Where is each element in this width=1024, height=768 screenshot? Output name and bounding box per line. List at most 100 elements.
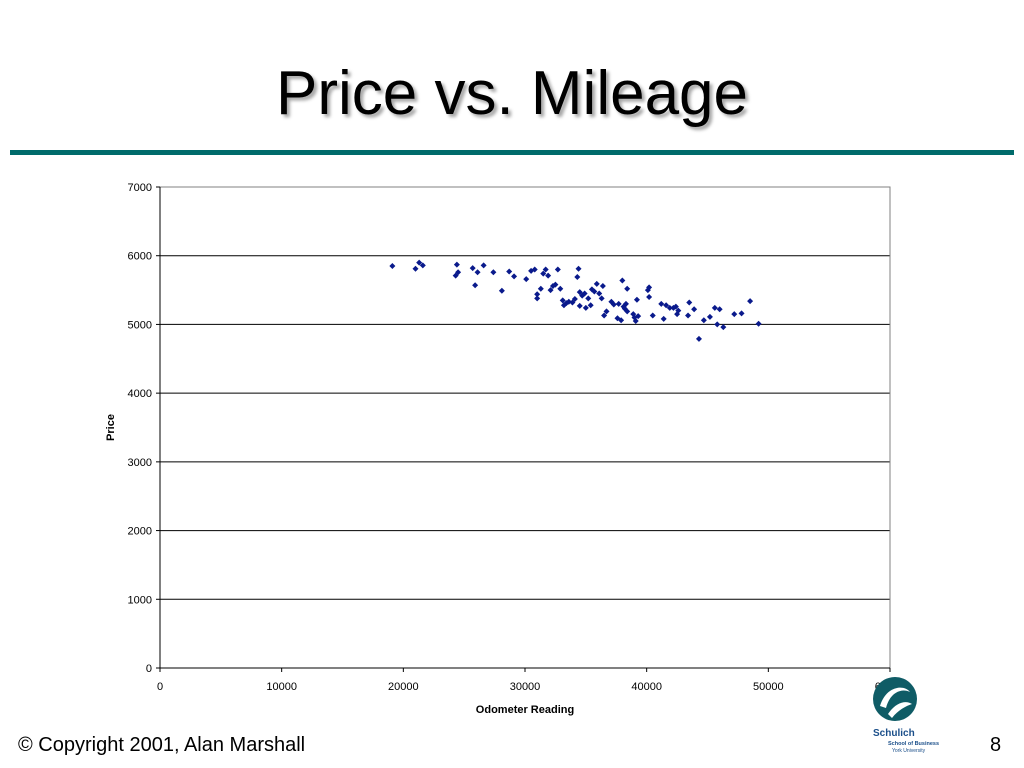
data-point <box>571 296 578 303</box>
title-divider <box>10 150 1014 155</box>
data-point <box>498 287 505 294</box>
data-point <box>416 259 423 266</box>
data-point <box>581 290 588 297</box>
data-point <box>559 297 566 304</box>
data-point <box>706 313 713 320</box>
data-point <box>576 302 583 309</box>
schulich-emblem-icon <box>873 677 917 721</box>
data-point <box>738 310 745 317</box>
data-point <box>596 290 603 297</box>
y-axis-title: Price <box>105 414 117 441</box>
data-point <box>582 304 589 311</box>
data-point <box>599 282 606 289</box>
data-point <box>534 295 541 302</box>
data-point <box>552 281 559 288</box>
data-point <box>632 317 639 324</box>
data-point <box>557 285 564 292</box>
y-tick-label: 3000 <box>128 457 152 469</box>
data-point <box>472 282 479 289</box>
data-point <box>685 312 692 319</box>
data-point <box>646 284 653 291</box>
y-tick-label: 2000 <box>128 526 152 538</box>
x-tick-label: 10000 <box>266 681 297 693</box>
data-point <box>624 285 631 292</box>
y-tick-label: 5000 <box>128 319 152 331</box>
data-point <box>474 269 481 276</box>
data-point <box>660 315 667 322</box>
data-point <box>455 269 462 276</box>
data-point <box>622 300 629 307</box>
data-point <box>598 295 605 302</box>
data-point <box>731 311 738 318</box>
data-point <box>675 307 682 314</box>
data-point <box>672 303 679 310</box>
logo-university: York University <box>892 748 926 754</box>
data-point <box>506 268 513 275</box>
logo-school: School of Business <box>888 741 940 747</box>
y-tick-label: 7000 <box>128 182 152 194</box>
data-point <box>691 306 698 313</box>
data-point <box>591 288 598 295</box>
gridlines <box>160 186 890 669</box>
data-point <box>686 299 693 306</box>
data-point <box>585 295 592 302</box>
data-point <box>575 265 582 272</box>
data-point <box>747 298 754 305</box>
x-tick-label: 20000 <box>388 681 419 693</box>
data-point <box>490 269 497 276</box>
slide-title: Price vs. Mileage <box>275 59 749 128</box>
x-tick-label: 0 <box>157 681 163 693</box>
axes: 0 1000 2000 3000 4000 5000 6000 7000 0 10000 20000… <box>128 182 906 693</box>
x-tick-label: 40000 <box>631 681 662 693</box>
data-point <box>666 304 673 311</box>
y-tick-label: 1000 <box>128 594 152 606</box>
data-point <box>453 261 460 268</box>
data-point <box>412 265 419 272</box>
data-point <box>619 277 626 284</box>
data-point <box>615 300 622 307</box>
data-point <box>537 285 544 292</box>
data-point <box>547 287 554 294</box>
plot-area-frame <box>159 186 891 669</box>
axis-labels: Odometer Reading Price <box>105 414 574 716</box>
y-tick-label: 4000 <box>128 388 152 400</box>
data-point <box>618 317 625 324</box>
data-point <box>601 312 608 319</box>
data-point <box>720 324 727 331</box>
data-point <box>511 273 518 280</box>
data-point <box>649 312 656 319</box>
data-point <box>469 265 476 272</box>
page-number: 8 <box>990 734 1002 756</box>
data-point <box>700 317 707 324</box>
data-point <box>716 306 723 313</box>
data-point <box>389 263 396 270</box>
data-point <box>545 272 552 279</box>
schulich-logo: Schulich School of Business York Univers… <box>866 676 956 756</box>
data-point <box>635 313 642 320</box>
logo-name: Schulich <box>873 728 915 739</box>
data-point <box>587 302 594 309</box>
y-tick-label: 0 <box>146 663 152 675</box>
data-point <box>603 308 610 315</box>
data-point <box>531 266 538 273</box>
data-point <box>574 274 581 281</box>
data-point <box>419 262 426 269</box>
x-tick-label: 50000 <box>753 681 784 693</box>
x-axis-title: Odometer Reading <box>476 704 574 716</box>
data-point <box>542 266 549 273</box>
data-point <box>714 321 721 328</box>
data-point <box>711 304 718 311</box>
data-point <box>480 262 487 269</box>
data-point <box>534 291 541 298</box>
x-tick-label: 30000 <box>510 681 541 693</box>
data-point <box>658 300 665 307</box>
data-point <box>554 266 561 273</box>
data-point <box>593 280 600 287</box>
data-point <box>633 296 640 303</box>
data-point <box>540 270 547 277</box>
data-point <box>624 308 631 315</box>
data-point <box>523 276 530 283</box>
y-tick-label: 6000 <box>128 251 152 263</box>
data-point <box>610 301 617 308</box>
